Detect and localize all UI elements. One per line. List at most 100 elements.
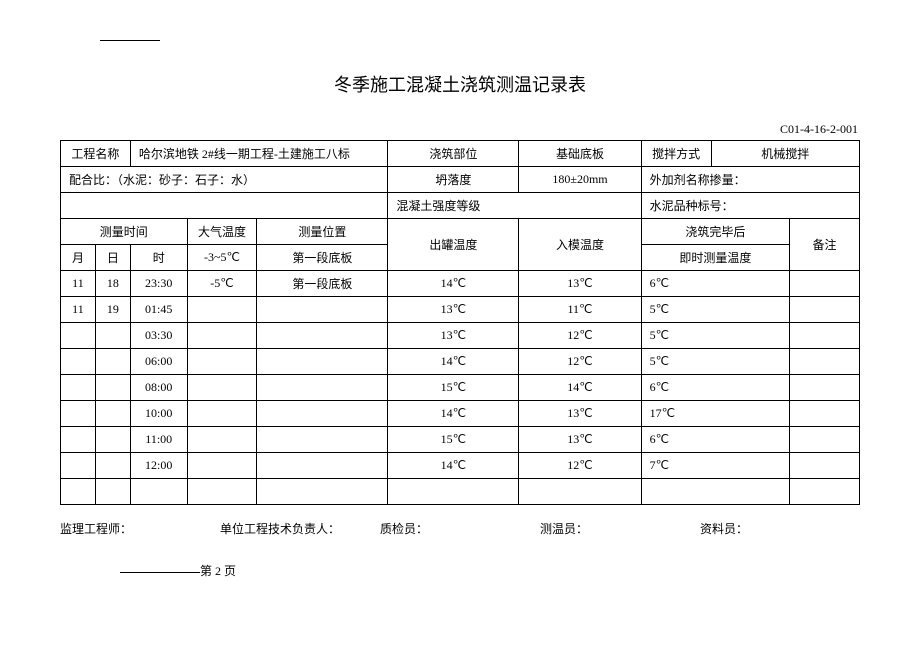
cell — [61, 401, 96, 427]
cell — [95, 427, 130, 453]
table-row: 工程名称 哈尔滨地铁 2#线一期工程-土建施工八标 浇筑部位 基础底板 搅拌方式… — [61, 141, 860, 167]
table-row: 06:0014℃12℃5℃ — [61, 349, 860, 375]
cell: 7℃ — [641, 453, 789, 479]
cell — [519, 479, 641, 505]
cell: 5℃ — [641, 323, 789, 349]
slump-label: 坍落度 — [388, 167, 519, 193]
cell — [187, 453, 257, 479]
strength-label: 混凝土强度等级 — [388, 193, 641, 219]
col-in-temp: 入模温度 — [519, 219, 641, 271]
cell: 13℃ — [519, 427, 641, 453]
cell: 13℃ — [388, 323, 519, 349]
cell: 11 — [61, 297, 96, 323]
col-remark: 备注 — [790, 219, 860, 271]
pour-part: 基础底板 — [519, 141, 641, 167]
cell: 13℃ — [388, 297, 519, 323]
cell — [95, 375, 130, 401]
cell — [388, 479, 519, 505]
cell: 12℃ — [519, 323, 641, 349]
cell: 11 — [61, 271, 96, 297]
footer-supervisor: 监理工程师： — [60, 520, 220, 537]
cell: 6℃ — [641, 271, 789, 297]
cell — [61, 349, 96, 375]
cell: 10:00 — [130, 401, 187, 427]
table-row: 08:0015℃14℃6℃ — [61, 375, 860, 401]
cell: 03:30 — [130, 323, 187, 349]
cell — [187, 427, 257, 453]
cell: 17℃ — [641, 401, 789, 427]
cell: 14℃ — [388, 349, 519, 375]
cell — [130, 479, 187, 505]
page-number: 第 2 页 — [120, 562, 860, 579]
cell: 6℃ — [641, 375, 789, 401]
cell — [95, 401, 130, 427]
cell — [790, 349, 860, 375]
cell: 12℃ — [519, 453, 641, 479]
cell — [257, 349, 388, 375]
table-row: 111823:30-5℃第一段底板14℃13℃6℃ — [61, 271, 860, 297]
cell — [95, 323, 130, 349]
cell: 15℃ — [388, 427, 519, 453]
cell: 14℃ — [388, 401, 519, 427]
cell — [61, 427, 96, 453]
table-row — [61, 479, 860, 505]
cell: 6℃ — [641, 427, 789, 453]
cell — [187, 401, 257, 427]
mix-method: 机械搅拌 — [711, 141, 860, 167]
cell — [95, 479, 130, 505]
col-after-pour: 浇筑完毕后 — [641, 219, 789, 245]
table-row: 111901:45 13℃11℃5℃ — [61, 297, 860, 323]
cell — [790, 401, 860, 427]
cell: 第一段底板 — [257, 271, 388, 297]
cell: 19 — [95, 297, 130, 323]
footer-tech-lead: 单位工程技术负责人： — [220, 520, 380, 537]
cell — [641, 479, 789, 505]
top-line — [100, 40, 160, 41]
table-row: 03:30 13℃12℃5℃ — [61, 323, 860, 349]
page-number-text: 第 2 页 — [200, 564, 236, 578]
cell: 14℃ — [388, 453, 519, 479]
cell — [257, 323, 388, 349]
cell — [61, 375, 96, 401]
pour-part-label: 浇筑部位 — [388, 141, 519, 167]
cell: 13℃ — [519, 271, 641, 297]
cell: 13℃ — [519, 401, 641, 427]
mix-method-label: 搅拌方式 — [641, 141, 711, 167]
cell — [95, 349, 130, 375]
table-row: 11:00 15℃13℃6℃ — [61, 427, 860, 453]
cell: 12:00 — [130, 453, 187, 479]
col-hour: 时 — [130, 245, 187, 271]
cell: 06:00 — [130, 349, 187, 375]
cell: 5℃ — [641, 297, 789, 323]
col-air-temp-val: -3~5℃ — [187, 245, 257, 271]
cell — [790, 375, 860, 401]
col-out-temp: 出罐温度 — [388, 219, 519, 271]
cell: 14℃ — [388, 271, 519, 297]
col-air-temp: 大气温度 — [187, 219, 257, 245]
cell — [187, 323, 257, 349]
cell — [61, 453, 96, 479]
cell — [61, 323, 96, 349]
cell: 12℃ — [519, 349, 641, 375]
cell: 14℃ — [519, 375, 641, 401]
cell: 18 — [95, 271, 130, 297]
cell: 08:00 — [130, 375, 187, 401]
cell — [187, 479, 257, 505]
cell — [790, 479, 860, 505]
cell — [790, 297, 860, 323]
table-row: 12:00 14℃12℃7℃ — [61, 453, 860, 479]
cell: 11℃ — [519, 297, 641, 323]
col-measure-pos-val: 第一段底板 — [257, 245, 388, 271]
table-row: 混凝土强度等级 水泥品种标号： — [61, 193, 860, 219]
col-month: 月 — [61, 245, 96, 271]
footer-signatures: 监理工程师： 单位工程技术负责人： 质检员： 测温员： 资料员： — [60, 520, 860, 537]
cell: 01:45 — [130, 297, 187, 323]
cement-label: 水泥品种标号： — [641, 193, 859, 219]
mix-ratio-label: 配合比：（水泥：砂子：石子：水） — [61, 167, 388, 193]
table-row: 测量时间 大气温度 测量位置 出罐温度 入模温度 浇筑完毕后 备注 — [61, 219, 860, 245]
cell — [257, 401, 388, 427]
cell — [257, 297, 388, 323]
cell — [95, 453, 130, 479]
cell: 11:00 — [130, 427, 187, 453]
cell — [790, 271, 860, 297]
